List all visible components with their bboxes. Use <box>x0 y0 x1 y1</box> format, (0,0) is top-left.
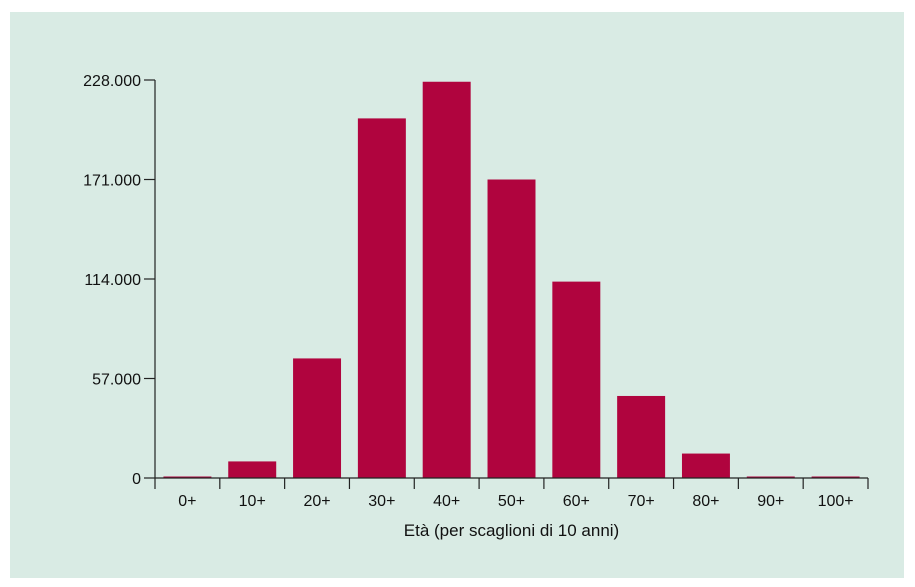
x-axis-title: Età (per scaglioni di 10 anni) <box>404 521 619 540</box>
bar-90plus <box>746 476 795 478</box>
x-tick-label: 40+ <box>433 493 460 510</box>
x-ticks-group: 0+ 10+ 20+ 30+ 40+ 50+ 60+ 70+ 80+ 90+ 100+ <box>154 478 869 510</box>
x-tick-label: 80+ <box>692 493 719 510</box>
x-tick-label: 30+ <box>368 493 395 510</box>
bars-group <box>163 81 860 479</box>
y-tick-label: 0 <box>132 471 141 488</box>
x-tick-label: 50+ <box>498 493 525 510</box>
bar-0plus <box>163 476 212 478</box>
x-tick-label: 0+ <box>178 493 196 510</box>
bar-10plus <box>228 461 277 478</box>
y-tick-label: 171.000 <box>83 173 141 190</box>
y-tick-label: 228.000 <box>83 73 141 90</box>
x-tick-label: 70+ <box>628 493 655 510</box>
x-tick-label: 100+ <box>818 493 854 510</box>
bar-100plus <box>811 476 860 478</box>
bar-70plus <box>617 395 666 478</box>
chart-panel: 0 57.000 114.000 171.000 228.000 0+ 10+ 20+ 30+… <box>10 12 904 578</box>
y-ticks-group: 0 57.000 114.000 171.000 228.000 <box>83 73 155 488</box>
x-tick-label: 90+ <box>757 493 784 510</box>
y-tick-label: 114.000 <box>84 272 141 289</box>
bar-20plus <box>293 358 342 478</box>
bar-50plus <box>487 179 536 478</box>
bar-chart: 0 57.000 114.000 171.000 228.000 0+ 10+ 20+ 30+… <box>83 73 869 540</box>
y-tick-label: 57.000 <box>92 372 141 389</box>
x-tick-label: 60+ <box>563 493 590 510</box>
x-tick-label: 20+ <box>303 493 330 510</box>
bar-60plus <box>552 281 601 478</box>
bar-80plus <box>681 453 730 478</box>
bar-30plus <box>357 118 406 479</box>
x-tick-label: 10+ <box>239 493 266 510</box>
bar-40plus <box>422 81 471 478</box>
